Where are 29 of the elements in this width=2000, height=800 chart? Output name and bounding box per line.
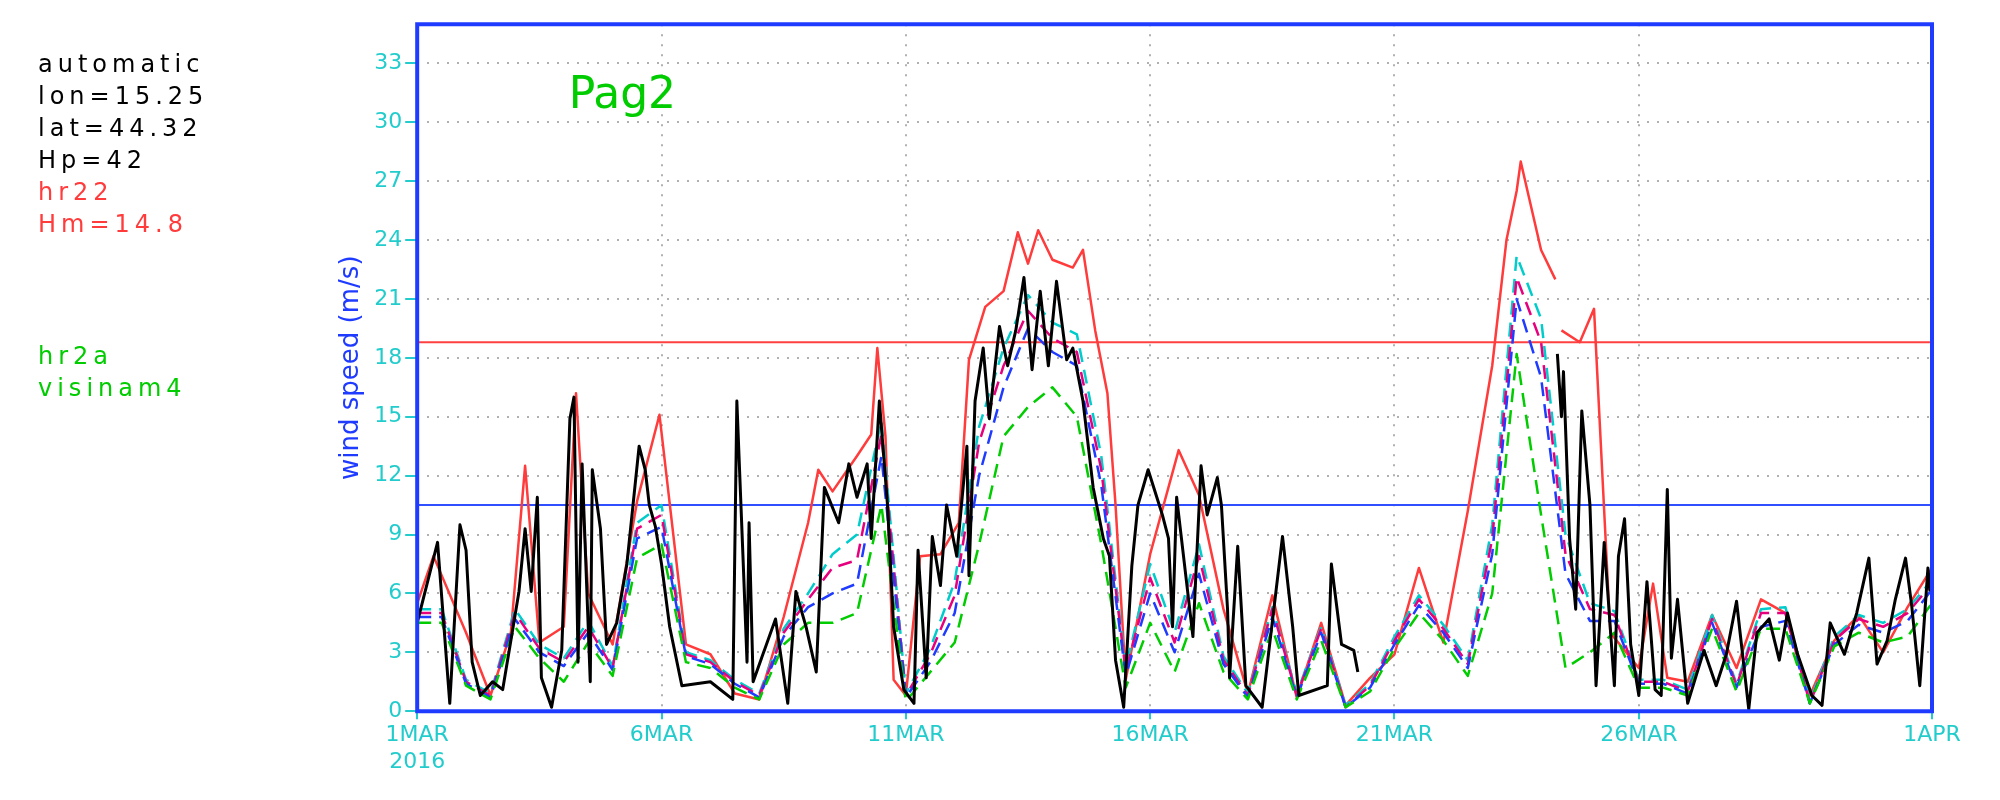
y-axis-title: wind speed (m/s)	[334, 255, 365, 480]
y-tick-label: 6	[388, 579, 403, 605]
text: lat=44.32	[38, 113, 204, 144]
x-tick-label: 16MAR	[1111, 721, 1189, 747]
y-tick-label: 27	[374, 166, 403, 192]
x-tick-label: 6MAR	[629, 721, 694, 747]
y-tick-label: 9	[388, 520, 403, 546]
text: hr22	[38, 177, 115, 208]
y-tick-label: 24	[374, 225, 403, 251]
text: Pag2	[568, 66, 677, 118]
y-tick-label: 3	[388, 638, 403, 664]
y-tick-label: 0	[388, 696, 403, 722]
text: hr2a	[38, 341, 115, 372]
text: lon=15.25	[38, 81, 210, 112]
text: automatic	[38, 49, 206, 80]
text: visinam4	[38, 373, 188, 404]
x-tick-label: 1MAR 2016	[385, 721, 449, 773]
x-tick-label: 26MAR	[1600, 721, 1678, 747]
y-tick-label: 21	[374, 284, 403, 310]
y-tick-label: 12	[374, 461, 403, 487]
text: Hp=42	[38, 145, 148, 176]
x-tick-label: 1APR	[1903, 721, 1961, 747]
y-tick-label: 15	[374, 402, 403, 428]
x-tick-label: 11MAR	[867, 721, 945, 747]
y-tick-label: 18	[374, 343, 403, 369]
text: Hm=14.8	[38, 209, 189, 240]
x-tick-label: 21MAR	[1355, 721, 1434, 747]
y-tick-label: 33	[374, 49, 403, 75]
y-tick-label: 30	[374, 108, 403, 134]
